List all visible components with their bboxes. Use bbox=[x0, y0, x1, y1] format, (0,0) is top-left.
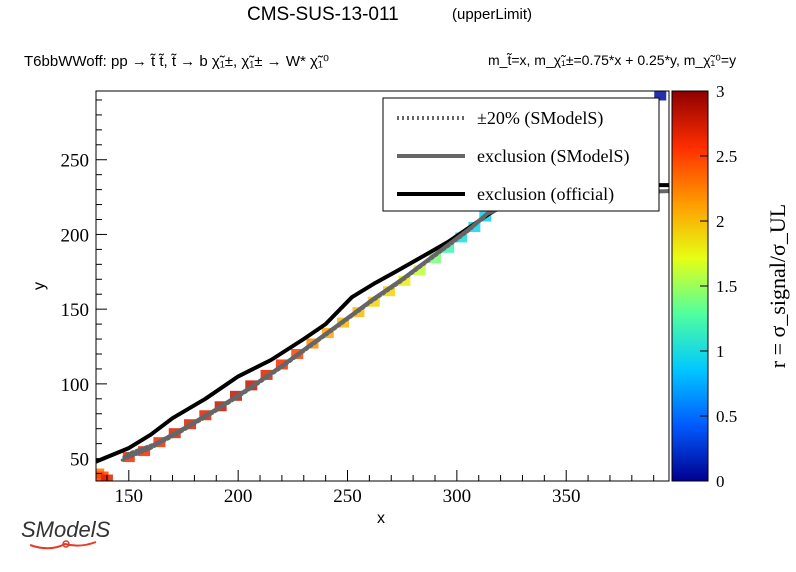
series-line bbox=[96, 183, 669, 464]
grid-cell bbox=[428, 253, 441, 264]
grid-cell bbox=[413, 265, 426, 276]
legend-label: exclusion (official) bbox=[477, 184, 614, 205]
colorbar: 0 0.5 1 1.5 2 2.5 3 r = σ_signal/σ_UL bbox=[671, 82, 790, 491]
axes: 150 200 250 300 350 50 100 150 200 250 x y bbox=[31, 99, 655, 527]
grid-cell bbox=[654, 91, 667, 101]
chart-title: CMS-SUS-13-011 bbox=[247, 4, 399, 25]
process-description: T6bbWWoff: pp → t̃ t̃, t̃ → b χ̃₁±, χ̃₁±… bbox=[24, 53, 329, 70]
x-axis-title: x bbox=[377, 510, 385, 527]
smodels-logo: SModelS bbox=[21, 517, 111, 550]
series-line bbox=[120, 215, 487, 462]
legend-label: exclusion (SModelS) bbox=[477, 146, 630, 167]
colorbar-title: r = σ_signal/σ_UL bbox=[765, 204, 790, 368]
x-tick-label: 300 bbox=[443, 486, 472, 507]
chart-title-tag: (upperLimit) bbox=[452, 6, 533, 23]
x-tick-label: 150 bbox=[115, 486, 144, 507]
x-tick-label: 350 bbox=[552, 486, 581, 507]
colorbar-tick-label: 1.5 bbox=[716, 277, 737, 296]
logo-text: SModelS bbox=[21, 517, 111, 542]
x-tick-label: 200 bbox=[224, 486, 253, 507]
exclusion-curves bbox=[96, 183, 669, 464]
colorbar-tick-label: 3 bbox=[716, 82, 725, 101]
logo-dot bbox=[62, 540, 70, 548]
legend: ±20% (SModelS) exclusion (SModelS) exclusi… bbox=[382, 97, 660, 212]
y-tick-label: 50 bbox=[70, 450, 89, 471]
colorbar-tick-label: 0.5 bbox=[716, 407, 737, 426]
mass-relation: m_t̃=x, m_χ̃₁±=0.75*x + 0.25*y, m_χ̃₁⁰=y bbox=[488, 52, 737, 68]
logo-swoosh bbox=[29, 541, 97, 550]
colorbar-tick-label: 1 bbox=[716, 342, 725, 361]
y-tick-label: 200 bbox=[61, 225, 90, 246]
x-tick-label: 250 bbox=[333, 486, 362, 507]
y-tick-label: 100 bbox=[61, 375, 90, 396]
colorbar-tick-label: 2.5 bbox=[716, 147, 737, 166]
plot-frame bbox=[95, 90, 670, 482]
y-axis-title: y bbox=[31, 282, 48, 290]
y-tick-label: 250 bbox=[61, 151, 90, 172]
colorbar-tick-label: 0 bbox=[716, 472, 725, 491]
colorbar-tick-label: 2 bbox=[716, 212, 725, 231]
grid-cell bbox=[367, 296, 380, 307]
legend-label: ±20% (SModelS) bbox=[477, 108, 603, 129]
y-tick-label: 150 bbox=[61, 300, 90, 321]
